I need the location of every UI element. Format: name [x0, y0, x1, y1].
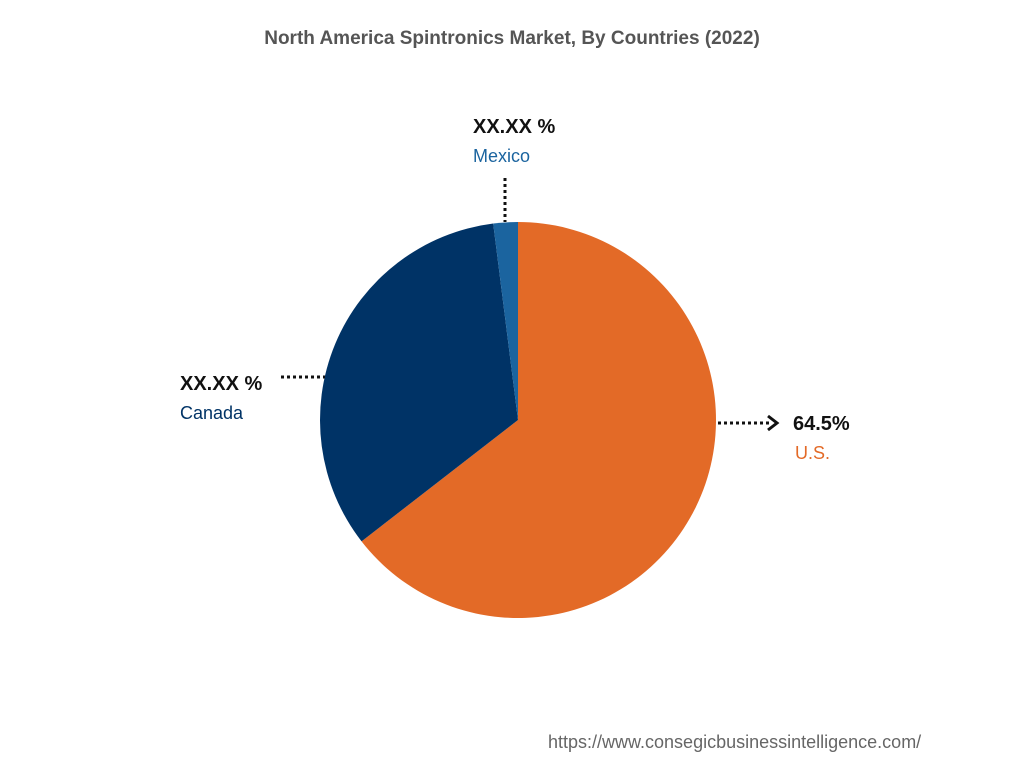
us-percent-label: 64.5%: [793, 413, 850, 435]
canada-slice: [320, 223, 518, 542]
us-slice: [361, 222, 716, 619]
mexico-slice: [493, 222, 518, 420]
mexico-name-label: Mexico: [473, 146, 530, 166]
us-name-label: U.S.: [795, 443, 830, 463]
canada-percent-label: XX.XX %: [180, 373, 262, 395]
chart-title: North America Spintronics Market, By Cou…: [264, 28, 760, 49]
mexico-percent-label: XX.XX %: [473, 116, 555, 138]
canada-name-label: Canada: [180, 403, 244, 423]
us-arrowhead: [767, 414, 780, 432]
pie-slices: [320, 222, 716, 619]
pie-labels: XX.XX % Mexico XX.XX % Canada 64.5% U.S.: [180, 116, 850, 463]
source-url: https://www.consegicbusinessintelligence…: [548, 732, 922, 752]
